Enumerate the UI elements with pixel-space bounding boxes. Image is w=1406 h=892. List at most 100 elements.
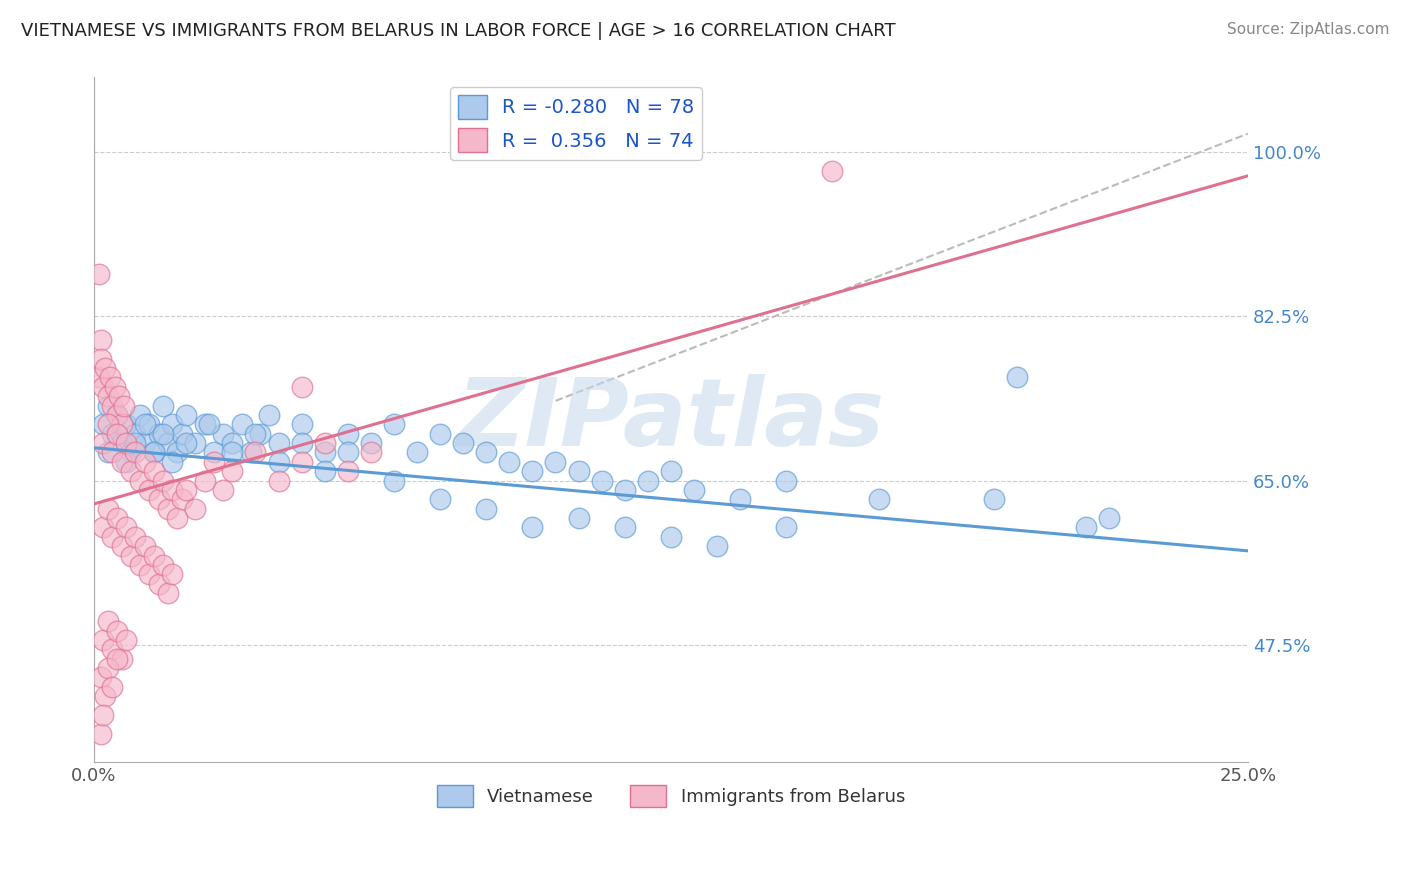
Point	[659, 530, 682, 544]
Point	[101, 445, 124, 459]
Point	[170, 426, 193, 441]
Point	[728, 492, 751, 507]
Point	[101, 399, 124, 413]
Point	[101, 680, 124, 694]
Point	[138, 483, 160, 497]
Point	[152, 426, 174, 441]
Point	[105, 651, 128, 665]
Point	[111, 417, 134, 432]
Point	[105, 426, 128, 441]
Point	[124, 426, 146, 441]
Point	[291, 455, 314, 469]
Point	[314, 464, 336, 478]
Legend: Vietnamese, Immigrants from Belarus: Vietnamese, Immigrants from Belarus	[429, 778, 912, 814]
Point	[194, 417, 217, 432]
Point	[184, 436, 207, 450]
Point	[336, 426, 359, 441]
Point	[429, 426, 451, 441]
Point	[105, 408, 128, 422]
Point	[129, 558, 152, 572]
Point	[120, 549, 142, 563]
Point	[174, 483, 197, 497]
Point	[360, 445, 382, 459]
Point	[142, 549, 165, 563]
Point	[129, 408, 152, 422]
Point	[249, 426, 271, 441]
Point	[101, 530, 124, 544]
Point	[475, 501, 498, 516]
Point	[97, 417, 120, 432]
Point	[291, 436, 314, 450]
Point	[406, 445, 429, 459]
Point	[138, 417, 160, 432]
Point	[267, 455, 290, 469]
Point	[162, 417, 184, 432]
Point	[162, 483, 184, 497]
Point	[91, 380, 114, 394]
Point	[148, 576, 170, 591]
Point	[360, 436, 382, 450]
Point	[591, 474, 613, 488]
Point	[706, 539, 728, 553]
Point	[115, 455, 138, 469]
Point	[156, 436, 179, 450]
Point	[1076, 520, 1098, 534]
Point	[221, 436, 243, 450]
Point	[245, 445, 267, 459]
Point	[613, 520, 636, 534]
Point	[267, 474, 290, 488]
Text: Source: ZipAtlas.com: Source: ZipAtlas.com	[1226, 22, 1389, 37]
Point	[90, 670, 112, 684]
Point	[221, 464, 243, 478]
Point	[336, 445, 359, 459]
Point	[115, 417, 138, 432]
Point	[162, 455, 184, 469]
Point	[162, 567, 184, 582]
Point	[156, 586, 179, 600]
Point	[105, 408, 128, 422]
Point	[202, 455, 225, 469]
Point	[111, 455, 134, 469]
Point	[97, 661, 120, 675]
Point	[568, 464, 591, 478]
Point	[97, 445, 120, 459]
Point	[90, 351, 112, 366]
Point	[87, 268, 110, 282]
Point	[124, 436, 146, 450]
Point	[522, 520, 544, 534]
Point	[115, 436, 138, 450]
Point	[314, 436, 336, 450]
Point	[170, 492, 193, 507]
Point	[152, 558, 174, 572]
Point	[90, 726, 112, 740]
Point	[637, 474, 659, 488]
Point	[148, 426, 170, 441]
Point	[138, 567, 160, 582]
Point	[97, 614, 120, 628]
Point	[259, 408, 281, 422]
Point	[336, 464, 359, 478]
Point	[129, 474, 152, 488]
Point	[101, 642, 124, 657]
Point	[134, 455, 156, 469]
Point	[983, 492, 1005, 507]
Point	[142, 464, 165, 478]
Point	[239, 445, 262, 459]
Point	[97, 501, 120, 516]
Point	[212, 483, 235, 497]
Point	[1005, 370, 1028, 384]
Point	[87, 370, 110, 384]
Point	[91, 520, 114, 534]
Point	[245, 426, 267, 441]
Point	[868, 492, 890, 507]
Point	[156, 501, 179, 516]
Point	[120, 445, 142, 459]
Point	[124, 445, 146, 459]
Point	[91, 707, 114, 722]
Point	[101, 426, 124, 441]
Point	[91, 436, 114, 450]
Point	[105, 511, 128, 525]
Point	[98, 370, 121, 384]
Point	[142, 445, 165, 459]
Point	[174, 408, 197, 422]
